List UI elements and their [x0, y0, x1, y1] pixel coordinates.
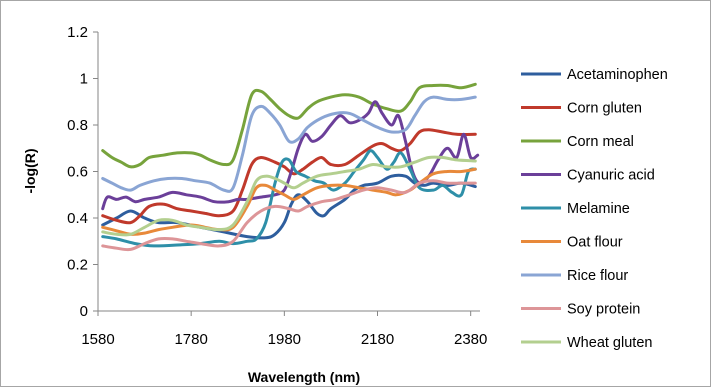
x-axis-title: Wavelength (nm): [248, 369, 360, 385]
axes-layer: 0 0.2 0.4 0.6 0.8 1 1.2 1580 1780 1980 2180 2380: [67, 24, 487, 348]
legend-label: Cyanuric acid: [567, 168, 655, 184]
legend-label: Acetaminophen: [567, 67, 668, 83]
series-line-5: [101, 149, 477, 248]
legend-label: Soy protein: [567, 302, 640, 318]
series-line-3: [101, 82, 477, 169]
y-axis-title: -log(R): [22, 148, 38, 193]
y-tick-label: 1: [80, 71, 88, 88]
legend-label: Corn meal: [567, 134, 634, 150]
y-tick-label: 0.4: [67, 210, 88, 227]
x-tick-label: 2180: [361, 331, 394, 348]
legend-label: Corn gluten: [567, 101, 642, 117]
x-tick-label: 1580: [81, 331, 114, 348]
y-tick-label: 0.2: [67, 257, 88, 274]
series-line-8: [101, 179, 477, 252]
legend-label: Oat flour: [567, 235, 623, 251]
y-tick-label: 0: [80, 303, 88, 320]
x-tick-label: 1780: [174, 331, 207, 348]
x-tick-label: 1980: [268, 331, 301, 348]
series-line-9: [101, 155, 477, 237]
legend-label: Rice flour: [567, 268, 628, 284]
legend: Acetaminophen Corn gluten Corn meal Cyanuri…: [521, 67, 668, 351]
series-layer: [101, 82, 480, 252]
legend-label: Melamine: [567, 201, 630, 217]
y-tick-label: 0.8: [67, 117, 88, 134]
legend-label: Wheat gluten: [567, 335, 652, 351]
y-tick-label: 0.6: [67, 164, 88, 181]
y-tick-label: 1.2: [67, 24, 88, 41]
x-tick-label: 2380: [454, 331, 487, 348]
series-line-7: [101, 95, 477, 193]
